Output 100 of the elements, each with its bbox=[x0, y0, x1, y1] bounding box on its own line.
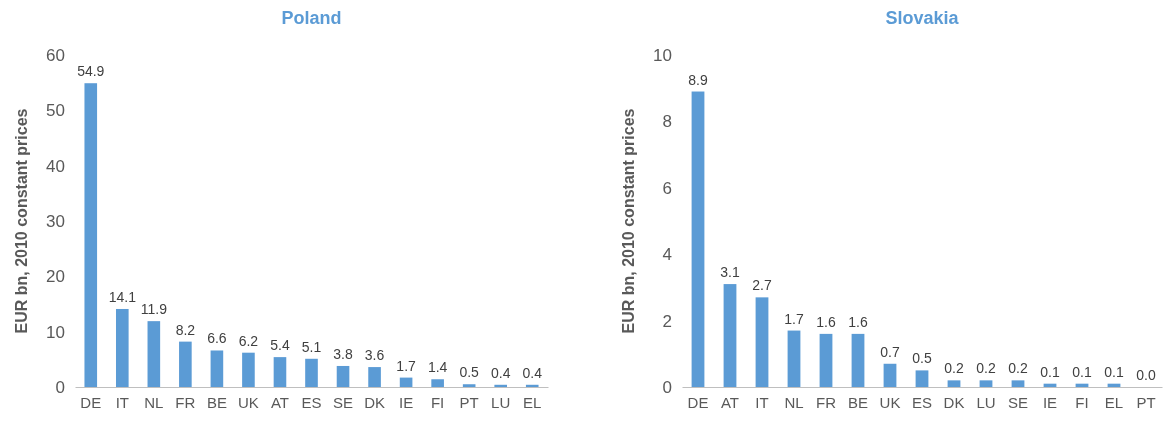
bar bbox=[851, 333, 865, 387]
data-label: 0.2 bbox=[1008, 360, 1028, 377]
x-tick-label: EL bbox=[523, 393, 542, 411]
chart-title: Slovakia bbox=[885, 8, 960, 28]
x-tick-label: LU bbox=[976, 393, 996, 411]
y-tick-label: 2 bbox=[662, 311, 672, 331]
x-tick-label: NL bbox=[784, 393, 804, 411]
bar bbox=[210, 350, 224, 387]
x-tick-label: FR bbox=[816, 393, 837, 411]
bar bbox=[915, 370, 929, 387]
y-axis-title: EUR bn, 2010 constant prices bbox=[13, 108, 30, 334]
y-tick-label: 0 bbox=[662, 377, 672, 397]
x-tick-label: BE bbox=[847, 393, 869, 411]
data-label: 0.1 bbox=[1104, 363, 1124, 380]
bar bbox=[883, 363, 897, 387]
data-label: 0.4 bbox=[522, 364, 543, 381]
bar bbox=[336, 365, 350, 387]
bar bbox=[84, 83, 98, 387]
x-tick-label: DK bbox=[364, 393, 385, 411]
data-label: 1.6 bbox=[848, 313, 868, 330]
data-label: 0.2 bbox=[976, 360, 996, 377]
x-tick-label: IE bbox=[399, 393, 414, 411]
bar bbox=[305, 358, 318, 387]
y-axis-title: EUR bn, 2010 constant prices bbox=[620, 108, 637, 334]
x-tick-label: DK bbox=[943, 393, 965, 411]
x-tick-label: ES bbox=[911, 393, 933, 411]
x-tick-label: UK bbox=[238, 393, 259, 411]
bar bbox=[1011, 380, 1025, 387]
y-tick-label: 40 bbox=[46, 156, 65, 176]
x-tick-label: FR bbox=[175, 393, 196, 411]
data-label: 1.7 bbox=[784, 310, 804, 327]
x-tick-label: DE bbox=[687, 393, 709, 411]
bar bbox=[525, 384, 539, 387]
x-tick-label: EL bbox=[1104, 393, 1124, 411]
data-label: 0.0 bbox=[1136, 367, 1156, 383]
y-tick-label: 30 bbox=[46, 211, 65, 231]
bar bbox=[179, 341, 192, 387]
x-tick-label: FI bbox=[430, 393, 445, 411]
x-tick-label: SE bbox=[333, 393, 354, 411]
bar bbox=[399, 377, 413, 387]
y-tick-label: 50 bbox=[46, 101, 65, 121]
bar bbox=[494, 384, 508, 387]
data-label: 0.1 bbox=[1072, 363, 1092, 380]
bar bbox=[147, 321, 161, 387]
x-tick-label: PT bbox=[1136, 393, 1156, 411]
x-tick-label: BE bbox=[206, 393, 227, 411]
bar bbox=[242, 352, 255, 387]
x-tick-label: UK bbox=[879, 393, 901, 411]
data-label: 2.7 bbox=[752, 277, 772, 294]
data-label: 0.2 bbox=[944, 360, 964, 377]
data-label: 6.6 bbox=[207, 330, 227, 347]
x-tick-label: IT bbox=[115, 393, 129, 411]
x-tick-label: AT bbox=[270, 393, 289, 411]
data-label: 5.1 bbox=[301, 338, 322, 355]
bar bbox=[755, 297, 769, 387]
data-label: 6.2 bbox=[238, 332, 259, 349]
x-tick-label: LU bbox=[491, 393, 511, 411]
data-label: 3.6 bbox=[364, 347, 385, 364]
data-label: 1.6 bbox=[816, 313, 836, 330]
y-tick-label: 6 bbox=[662, 178, 672, 198]
x-tick-label: IE bbox=[1042, 393, 1058, 411]
data-label: 1.4 bbox=[427, 359, 448, 376]
bar bbox=[368, 367, 381, 387]
bar bbox=[462, 384, 476, 387]
y-tick-label: 0 bbox=[55, 377, 65, 397]
data-label: 0.1 bbox=[1040, 363, 1060, 380]
bar bbox=[947, 380, 961, 387]
bar bbox=[431, 379, 444, 387]
x-tick-label: PT bbox=[459, 393, 479, 411]
y-tick-label: 4 bbox=[662, 245, 672, 265]
bar bbox=[723, 284, 737, 387]
bar bbox=[273, 357, 287, 387]
y-tick-label: 10 bbox=[46, 322, 65, 342]
data-label: 8.9 bbox=[688, 71, 708, 88]
x-tick-label: SE bbox=[1007, 393, 1029, 411]
data-label: 0.4 bbox=[490, 364, 511, 381]
bar bbox=[787, 330, 801, 387]
data-label: 11.9 bbox=[140, 301, 168, 318]
x-tick-label: IT bbox=[755, 393, 769, 411]
x-tick-label: FI bbox=[1075, 393, 1089, 411]
data-label: 8.2 bbox=[175, 321, 196, 338]
data-label: 1.7 bbox=[396, 357, 417, 374]
x-tick-label: ES bbox=[301, 393, 322, 411]
data-label: 0.5 bbox=[912, 350, 932, 367]
bar bbox=[819, 333, 833, 387]
data-label: 0.5 bbox=[459, 364, 480, 381]
x-tick-label: AT bbox=[720, 393, 740, 411]
bar bbox=[115, 308, 129, 387]
y-tick-label: 8 bbox=[662, 112, 672, 132]
y-tick-label: 60 bbox=[46, 45, 65, 65]
data-label: 3.1 bbox=[720, 264, 740, 281]
y-tick-label: 10 bbox=[653, 45, 672, 65]
x-tick-label: NL bbox=[144, 393, 164, 411]
bar bbox=[691, 91, 705, 387]
y-tick-label: 20 bbox=[46, 267, 65, 287]
x-tick-label: DE bbox=[80, 393, 102, 411]
data-label: 0.7 bbox=[880, 343, 900, 360]
chart-title: Poland bbox=[281, 8, 342, 28]
data-label: 14.1 bbox=[108, 288, 137, 305]
data-label: 54.9 bbox=[77, 63, 105, 80]
